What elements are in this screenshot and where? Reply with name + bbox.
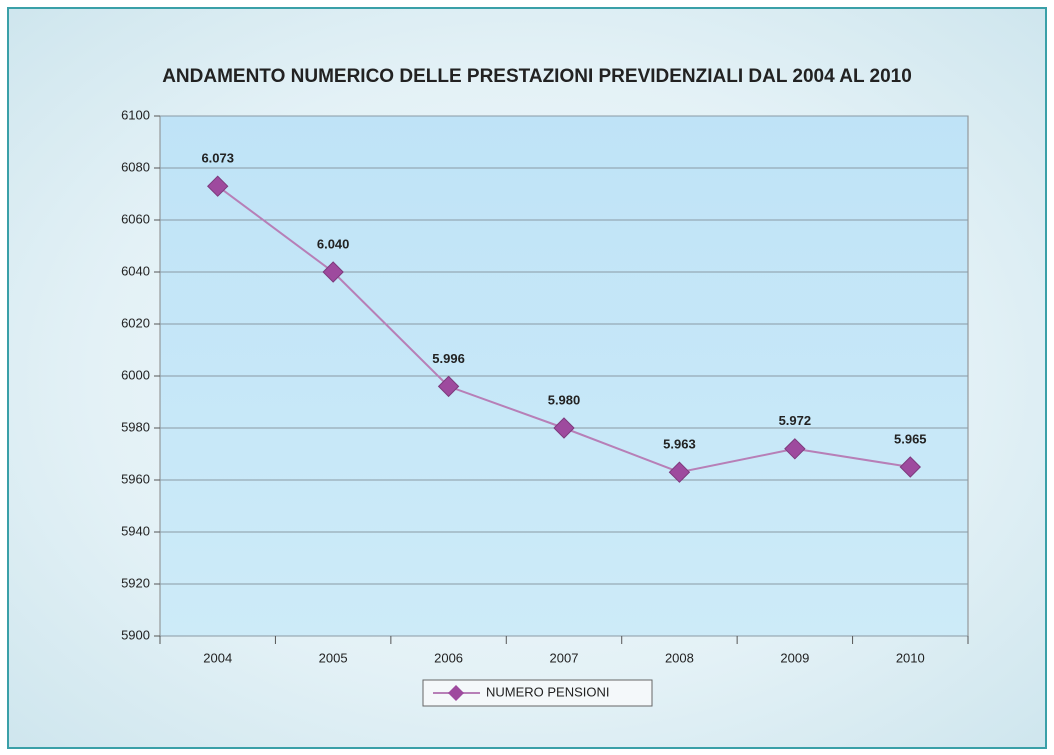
y-tick-label: 6000 (121, 367, 150, 382)
data-label: 5.996 (432, 351, 465, 366)
data-label: 5.980 (548, 392, 581, 407)
point-marker (437, 375, 460, 398)
point-marker (207, 175, 229, 197)
y-tick-label: 5980 (121, 419, 150, 434)
y-tick-label: 5940 (121, 523, 150, 538)
point-marker (668, 461, 691, 483)
y-tick-label: 6080 (121, 159, 150, 174)
chart-title: ANDAMENTO NUMERICO DELLE PRESTAZIONI PRE… (162, 66, 912, 87)
data-label: 6.040 (317, 236, 350, 251)
y-tick-label: 5900 (121, 627, 150, 642)
y-tick-label: 5960 (121, 471, 150, 486)
data-label: 5.972 (779, 413, 812, 428)
point-marker (784, 438, 806, 460)
x-tick-label: 2006 (434, 650, 463, 665)
y-tick-label: 6040 (121, 263, 150, 278)
legend-marker (448, 685, 464, 701)
x-tick-label: 2010 (896, 650, 925, 665)
x-tick-label: 2008 (665, 650, 694, 665)
x-tick-label: 2005 (319, 650, 348, 665)
point-marker (322, 261, 344, 283)
x-tick-label: 2009 (780, 650, 809, 665)
y-tick-label: 6060 (121, 211, 150, 226)
legend: NUMERO PENSIONI (422, 679, 653, 707)
y-tick-label: 6100 (121, 107, 150, 122)
legend-label: NUMERO PENSIONI (486, 684, 610, 699)
x-tick-label: 2007 (550, 650, 579, 665)
point-marker (553, 417, 575, 439)
y-tick-label: 6020 (121, 315, 150, 330)
point-marker (899, 456, 921, 478)
data-label: 6.073 (201, 151, 234, 166)
x-tick-label: 2004 (203, 650, 232, 665)
data-label: 5.963 (663, 437, 696, 452)
y-tick-label: 5920 (121, 575, 150, 590)
data-label: 5.965 (894, 431, 927, 446)
